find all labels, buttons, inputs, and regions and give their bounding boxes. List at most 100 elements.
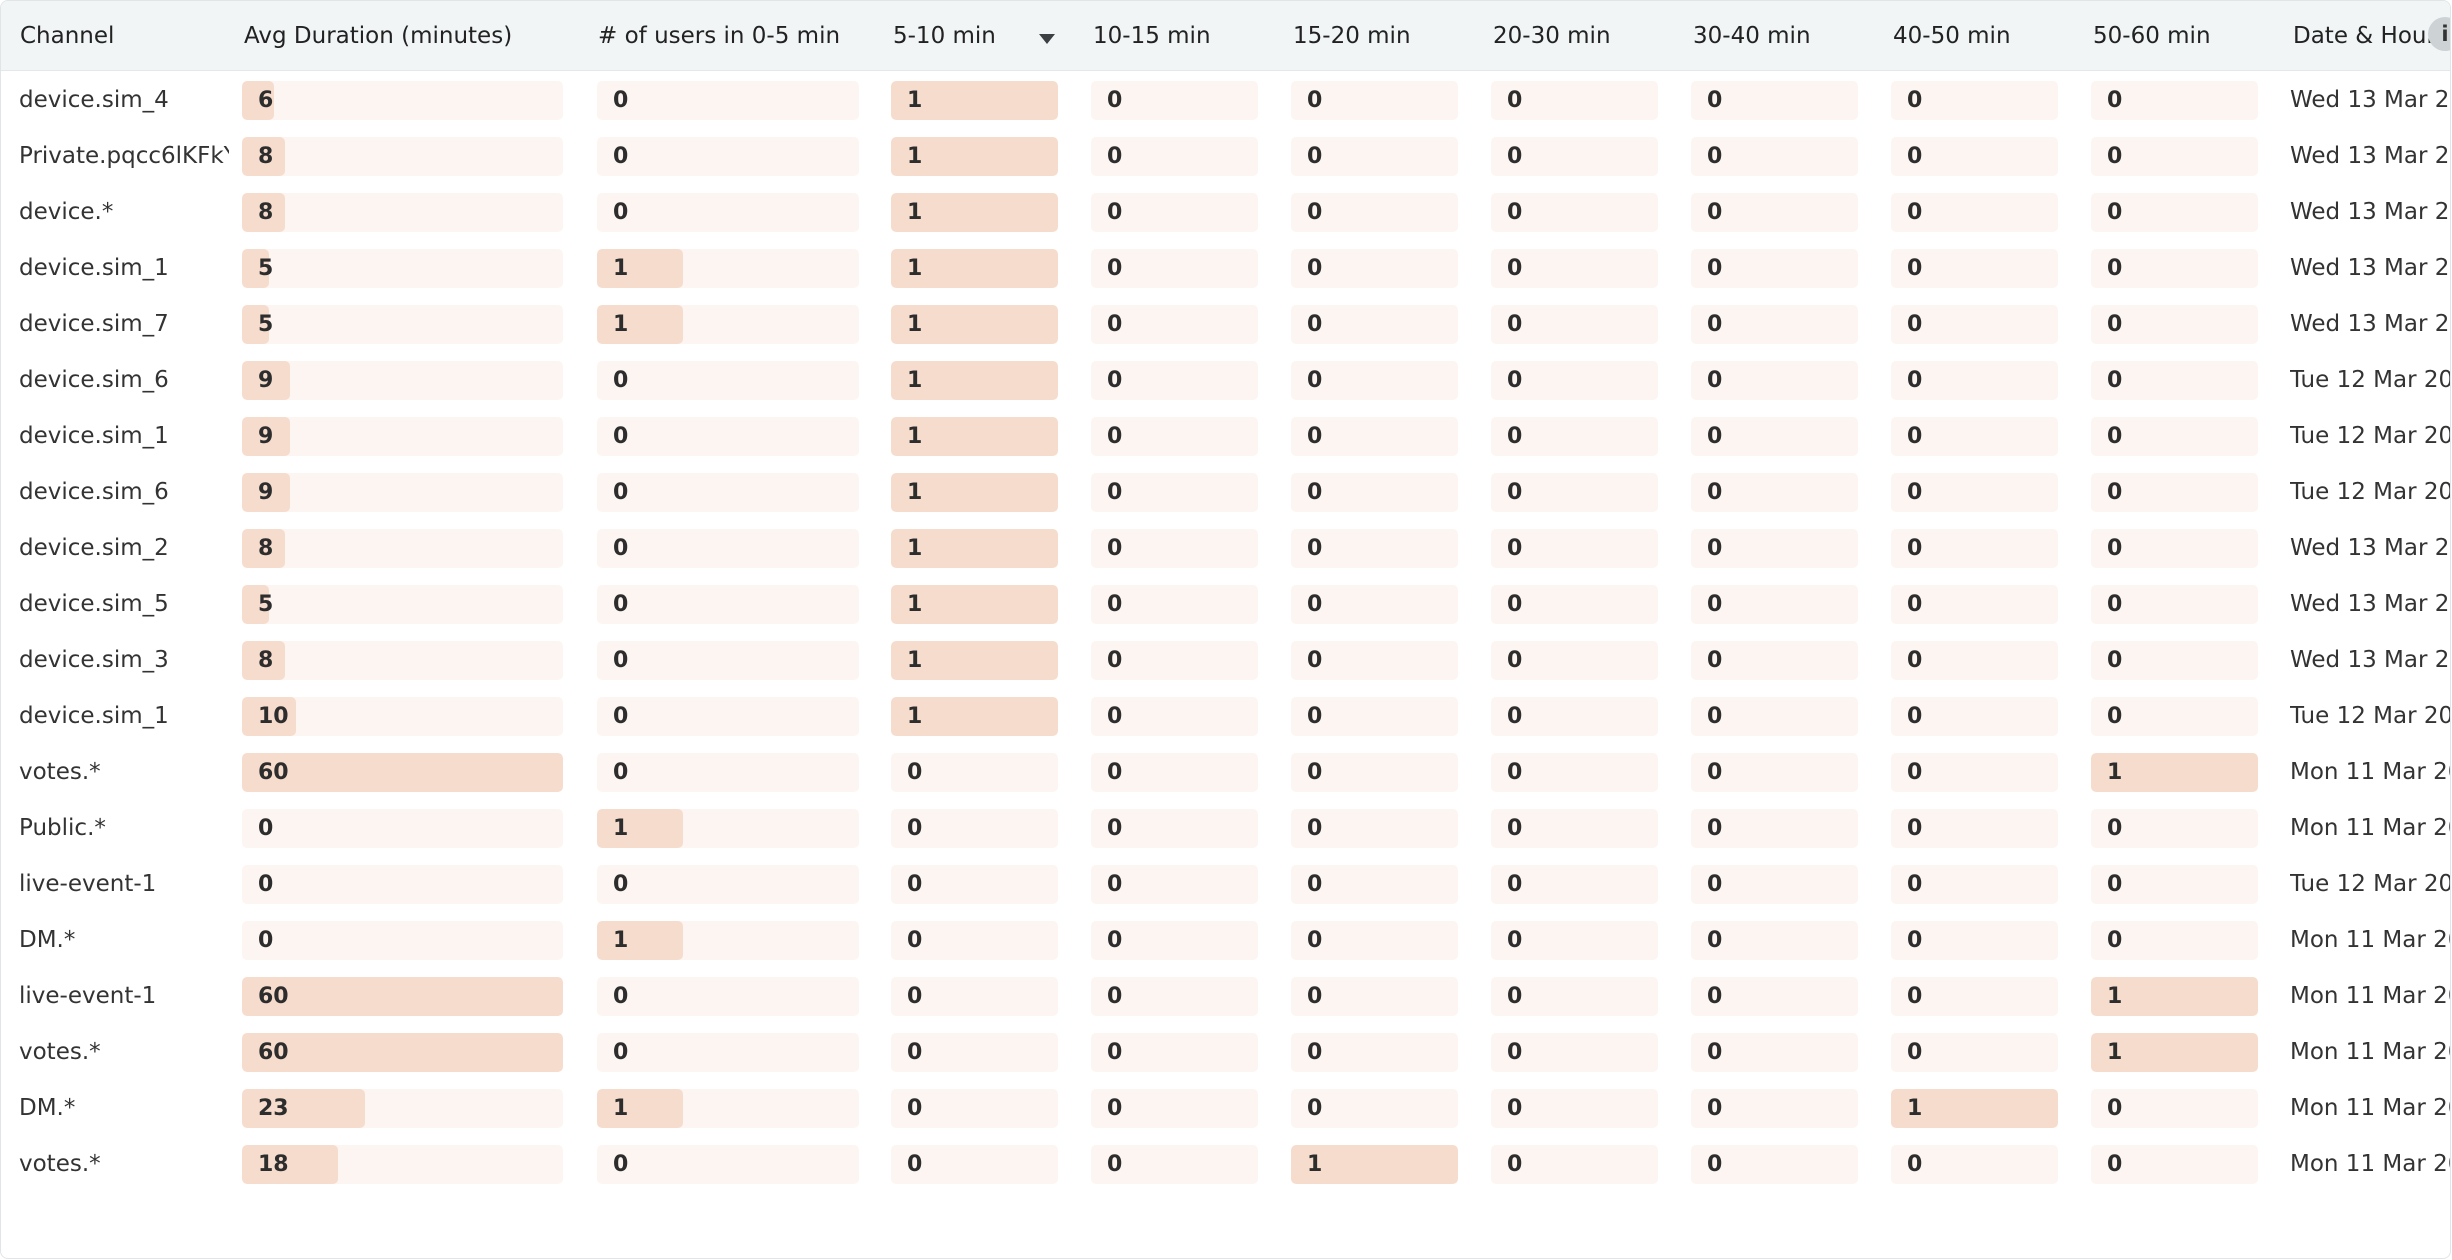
cell-10-15-min[interactable]: 0 xyxy=(1091,1033,1258,1072)
cell-15-20-min[interactable]: 0 xyxy=(1291,473,1458,512)
cell-10-15-min[interactable]: 0 xyxy=(1091,753,1258,792)
cell-50-60-min[interactable]: 0 xyxy=(2091,249,2258,288)
cell-15-20-min[interactable]: 0 xyxy=(1291,305,1458,344)
cell-40-50-min[interactable]: 0 xyxy=(1891,361,2058,400)
cell-20-30-min[interactable]: 0 xyxy=(1491,977,1658,1016)
cell-15-20-min[interactable]: 0 xyxy=(1291,753,1458,792)
cell-avg-duration[interactable]: 10 xyxy=(242,697,563,736)
cell-0-5-min[interactable]: 0 xyxy=(597,361,859,400)
table-row[interactable]: live-event-1 60 0 0 0 0 0 0 0 1 Mon 11 Mar 20 xyxy=(1,968,2450,1024)
cell-10-15-min[interactable]: 0 xyxy=(1091,193,1258,232)
cell-30-40-min[interactable]: 0 xyxy=(1691,921,1858,960)
cell-50-60-min[interactable]: 0 xyxy=(2091,865,2258,904)
cell-10-15-min[interactable]: 0 xyxy=(1091,865,1258,904)
cell-40-50-min[interactable]: 1 xyxy=(1891,1089,2058,1128)
cell-avg-duration[interactable]: 8 xyxy=(242,137,563,176)
cell-15-20-min[interactable]: 1 xyxy=(1291,1145,1458,1184)
cell-15-20-min[interactable]: 0 xyxy=(1291,249,1458,288)
cell-40-50-min[interactable]: 0 xyxy=(1891,529,2058,568)
cell-avg-duration[interactable]: 8 xyxy=(242,641,563,680)
cell-40-50-min[interactable]: 0 xyxy=(1891,473,2058,512)
cell-30-40-min[interactable]: 0 xyxy=(1691,417,1858,456)
header-date-hour[interactable]: Date & Hour xyxy=(2293,23,2436,49)
cell-40-50-min[interactable]: 0 xyxy=(1891,641,2058,680)
cell-5-10-min[interactable]: 0 xyxy=(891,809,1058,848)
header-40-50-min[interactable]: 40-50 min xyxy=(1893,23,2011,49)
cell-15-20-min[interactable]: 0 xyxy=(1291,193,1458,232)
cell-5-10-min[interactable]: 1 xyxy=(891,305,1058,344)
cell-10-15-min[interactable]: 0 xyxy=(1091,1145,1258,1184)
cell-15-20-min[interactable]: 0 xyxy=(1291,865,1458,904)
cell-avg-duration[interactable]: 5 xyxy=(242,305,563,344)
cell-10-15-min[interactable]: 0 xyxy=(1091,585,1258,624)
table-row[interactable]: device.sim_3 8 0 1 0 0 0 0 0 0 Wed 13 Mar 20 xyxy=(1,632,2450,688)
cell-5-10-min[interactable]: 0 xyxy=(891,1145,1058,1184)
cell-30-40-min[interactable]: 0 xyxy=(1691,81,1858,120)
cell-5-10-min[interactable]: 1 xyxy=(891,137,1058,176)
cell-20-30-min[interactable]: 0 xyxy=(1491,1089,1658,1128)
table-row[interactable]: device.sim_4 6 0 1 0 0 0 0 0 0 Wed 13 Mar 20 xyxy=(1,72,2450,128)
header-30-40-min[interactable]: 30-40 min xyxy=(1693,23,1811,49)
header-channel[interactable]: Channel xyxy=(20,23,115,49)
table-row[interactable]: device.sim_1 5 1 1 0 0 0 0 0 0 Wed 13 Mar 20 xyxy=(1,240,2450,296)
cell-30-40-min[interactable]: 0 xyxy=(1691,305,1858,344)
table-row[interactable]: Private.pqcc6lKFkYr! 8 0 1 0 0 0 0 0 0 Wed 13 Mar … xyxy=(1,128,2450,184)
cell-20-30-min[interactable]: 0 xyxy=(1491,193,1658,232)
table-row[interactable]: device.sim_7 5 1 1 0 0 0 0 0 0 Wed 13 Mar 20 xyxy=(1,296,2450,352)
cell-30-40-min[interactable]: 0 xyxy=(1691,249,1858,288)
cell-20-30-min[interactable]: 0 xyxy=(1491,641,1658,680)
cell-avg-duration[interactable]: 18 xyxy=(242,1145,563,1184)
cell-20-30-min[interactable]: 0 xyxy=(1491,585,1658,624)
cell-50-60-min[interactable]: 0 xyxy=(2091,697,2258,736)
cell-15-20-min[interactable]: 0 xyxy=(1291,1033,1458,1072)
cell-0-5-min[interactable]: 0 xyxy=(597,137,859,176)
cell-50-60-min[interactable]: 0 xyxy=(2091,809,2258,848)
cell-20-30-min[interactable]: 0 xyxy=(1491,249,1658,288)
cell-0-5-min[interactable]: 1 xyxy=(597,921,859,960)
cell-avg-duration[interactable]: 8 xyxy=(242,529,563,568)
table-row[interactable]: device.sim_1 9 0 1 0 0 0 0 0 0 Tue 12 Mar 20 xyxy=(1,408,2450,464)
cell-20-30-min[interactable]: 0 xyxy=(1491,865,1658,904)
cell-avg-duration[interactable]: 0 xyxy=(242,921,563,960)
cell-20-30-min[interactable]: 0 xyxy=(1491,417,1658,456)
cell-30-40-min[interactable]: 0 xyxy=(1691,1089,1858,1128)
cell-50-60-min[interactable]: 0 xyxy=(2091,585,2258,624)
cell-10-15-min[interactable]: 0 xyxy=(1091,137,1258,176)
cell-10-15-min[interactable]: 0 xyxy=(1091,529,1258,568)
cell-40-50-min[interactable]: 0 xyxy=(1891,249,2058,288)
cell-avg-duration[interactable]: 5 xyxy=(242,249,563,288)
cell-10-15-min[interactable]: 0 xyxy=(1091,249,1258,288)
cell-avg-duration[interactable]: 8 xyxy=(242,193,563,232)
cell-20-30-min[interactable]: 0 xyxy=(1491,137,1658,176)
cell-40-50-min[interactable]: 0 xyxy=(1891,697,2058,736)
cell-5-10-min[interactable]: 1 xyxy=(891,585,1058,624)
cell-0-5-min[interactable]: 1 xyxy=(597,809,859,848)
cell-40-50-min[interactable]: 0 xyxy=(1891,865,2058,904)
cell-0-5-min[interactable]: 1 xyxy=(597,249,859,288)
cell-50-60-min[interactable]: 0 xyxy=(2091,137,2258,176)
table-row[interactable]: votes.* 18 0 0 0 1 0 0 0 0 Mon 11 Mar 20 xyxy=(1,1136,2450,1192)
cell-30-40-min[interactable]: 0 xyxy=(1691,473,1858,512)
table-row[interactable]: live-event-1 0 0 0 0 0 0 0 0 0 Tue 12 Mar 20 xyxy=(1,856,2450,912)
cell-15-20-min[interactable]: 0 xyxy=(1291,697,1458,736)
cell-40-50-min[interactable]: 0 xyxy=(1891,585,2058,624)
cell-10-15-min[interactable]: 0 xyxy=(1091,473,1258,512)
cell-5-10-min[interactable]: 1 xyxy=(891,697,1058,736)
cell-15-20-min[interactable]: 0 xyxy=(1291,921,1458,960)
table-row[interactable]: votes.* 60 0 0 0 0 0 0 0 1 Mon 11 Mar 20 xyxy=(1,744,2450,800)
cell-10-15-min[interactable]: 0 xyxy=(1091,81,1258,120)
cell-20-30-min[interactable]: 0 xyxy=(1491,305,1658,344)
cell-5-10-min[interactable]: 0 xyxy=(891,921,1058,960)
cell-30-40-min[interactable]: 0 xyxy=(1691,193,1858,232)
cell-15-20-min[interactable]: 0 xyxy=(1291,977,1458,1016)
cell-0-5-min[interactable]: 0 xyxy=(597,585,859,624)
cell-5-10-min[interactable]: 1 xyxy=(891,193,1058,232)
cell-avg-duration[interactable]: 9 xyxy=(242,417,563,456)
cell-40-50-min[interactable]: 0 xyxy=(1891,305,2058,344)
header-10-15-min[interactable]: 10-15 min xyxy=(1093,23,1211,49)
cell-15-20-min[interactable]: 0 xyxy=(1291,585,1458,624)
cell-0-5-min[interactable]: 0 xyxy=(597,529,859,568)
cell-10-15-min[interactable]: 0 xyxy=(1091,697,1258,736)
cell-15-20-min[interactable]: 0 xyxy=(1291,361,1458,400)
cell-50-60-min[interactable]: 0 xyxy=(2091,1145,2258,1184)
